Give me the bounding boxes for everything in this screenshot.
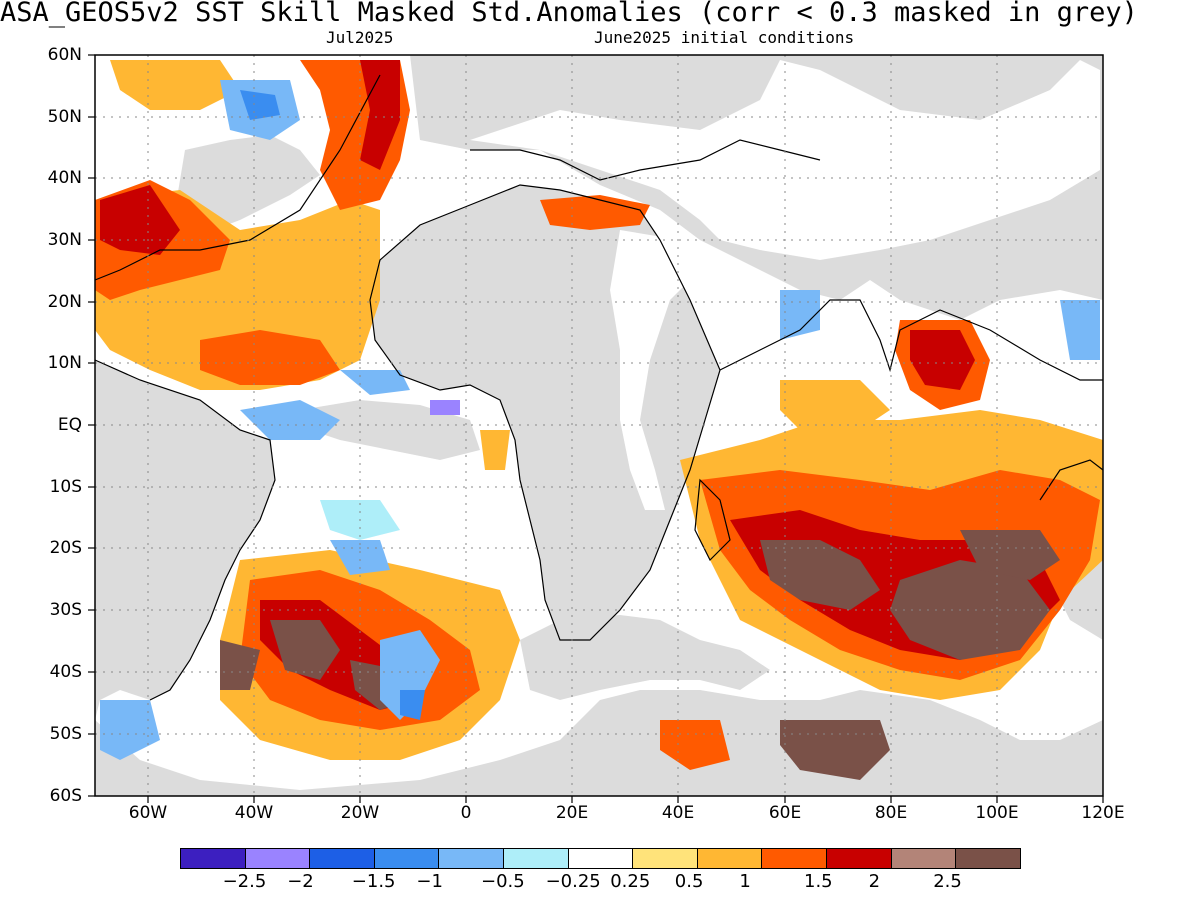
- lat-label-eq: EQ: [57, 415, 82, 435]
- lat-label-20s: 20S: [49, 538, 82, 558]
- legend-label: −0.5: [481, 871, 525, 892]
- legend-label: −1: [416, 871, 443, 892]
- init-conditions-label: June2025 initial conditions: [594, 28, 855, 47]
- lat-label-10s: 10S: [49, 477, 82, 497]
- legend-label: −2.5: [222, 871, 267, 892]
- legend-swatch: [890, 848, 957, 869]
- legend-swatch: [955, 848, 1021, 869]
- legend-label: 1.5: [804, 871, 833, 892]
- legend-label: 2: [868, 871, 881, 892]
- lon-label-40w: 40W: [234, 803, 274, 823]
- lat-label-60s: 60S: [49, 786, 82, 806]
- lat-label-30n: 30N: [47, 230, 82, 250]
- valid-month-label: Jul2025: [326, 28, 394, 47]
- legend-swatch: [503, 848, 569, 869]
- legend-swatch: [373, 848, 440, 869]
- legend-swatch: [567, 848, 634, 869]
- lon-label-60w: 60W: [128, 803, 168, 823]
- legend-swatch: [309, 848, 375, 869]
- legend-swatch: [761, 848, 827, 869]
- legend-label: −2: [287, 871, 314, 892]
- lon-label-80e: 80E: [874, 803, 908, 823]
- legend-swatch: [244, 848, 311, 869]
- legend-label: 0.5: [674, 871, 704, 892]
- legend-label: −0.25: [545, 871, 601, 892]
- legend-label: 2.5: [933, 871, 962, 892]
- legend-swatch: [826, 848, 892, 869]
- lat-label-20n: 20N: [47, 292, 82, 312]
- legend-swatch: [696, 848, 763, 869]
- lon-label-120e: 120E: [1081, 803, 1125, 823]
- lon-label-20w: 20W: [340, 803, 380, 823]
- legend-label: −1.5: [351, 871, 396, 892]
- lat-label-30s: 30S: [49, 600, 82, 620]
- legend-swatch: [438, 848, 504, 869]
- legend-swatch: [180, 848, 246, 869]
- positive-anomalies: [95, 60, 1103, 780]
- legend-label: 1: [739, 871, 751, 892]
- chart-title: ASA_GEOS5v2 SST Skill Masked Std.Anomali…: [0, 0, 1138, 28]
- lat-label-50n: 50N: [47, 107, 82, 127]
- axis-ticks: [88, 54, 1104, 803]
- lon-label-40e: 40E: [661, 803, 695, 823]
- lon-label-20e: 20E: [555, 803, 589, 823]
- lon-label-100e: 100E: [975, 803, 1019, 823]
- lat-label-10n: 10N: [47, 353, 82, 373]
- lat-label-50s: 50S: [49, 724, 82, 744]
- lat-label-40n: 40N: [47, 168, 82, 188]
- lat-label-40s: 40S: [49, 662, 82, 682]
- map-gridlines: [95, 55, 1103, 796]
- coastlines: [94, 74, 1104, 701]
- legend-label: 0.25: [610, 871, 651, 892]
- lon-label-0: 0: [460, 803, 472, 823]
- lat-label-60n: 60N: [47, 45, 82, 65]
- lon-label-60e: 60E: [768, 803, 802, 823]
- legend-swatch: [632, 848, 698, 869]
